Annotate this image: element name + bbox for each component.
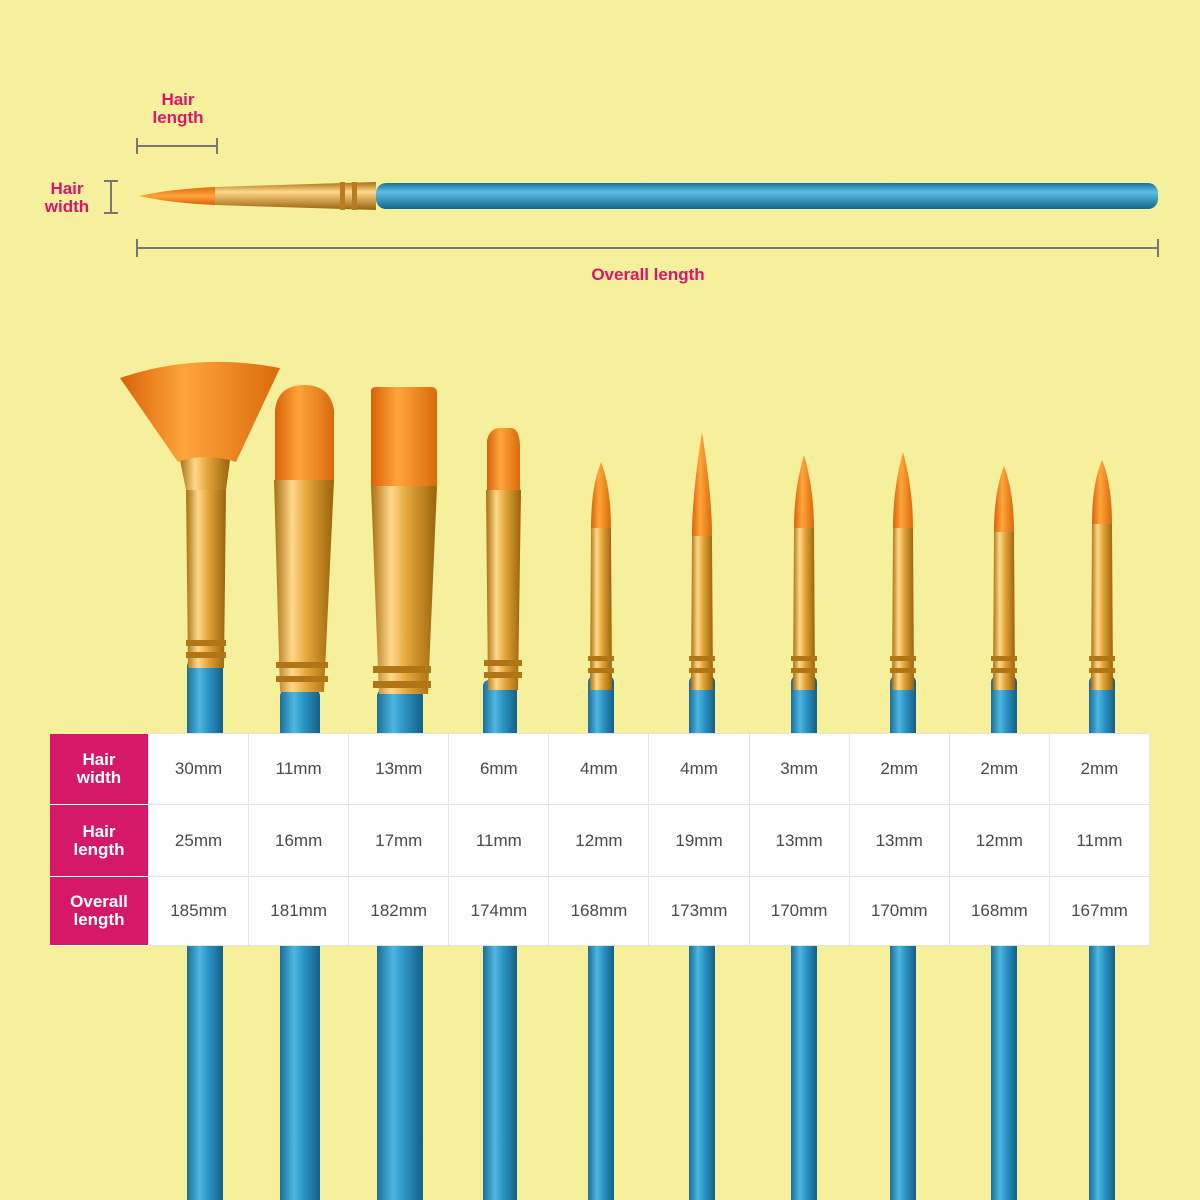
- table-cell: 12mm: [548, 804, 650, 877]
- table-cell: 2mm: [948, 733, 1050, 805]
- spec-table: Hair width 30mm 11mm 13mm 6mm 4mm 4mm 3mm 2mm 2mm…: [50, 733, 1151, 946]
- table-cell: 11mm: [248, 733, 350, 805]
- table-cell: 170mm: [848, 876, 950, 946]
- table-cell: 11mm: [1048, 804, 1151, 877]
- table-cell: 13mm: [748, 804, 850, 877]
- sample-brush-ferrule: [215, 182, 376, 210]
- hair-width-label: Hair width: [44, 179, 90, 216]
- hair-length-label: Hair length: [152, 90, 204, 127]
- table-cell: 168mm: [548, 876, 650, 946]
- table-cell: 6mm: [448, 733, 550, 805]
- table-cell: 182mm: [348, 876, 450, 946]
- overall-length-marker: [136, 239, 1159, 257]
- table-cell: 170mm: [748, 876, 850, 946]
- hair-width-marker: [104, 180, 118, 214]
- table-cell: 30mm: [147, 733, 250, 805]
- table-cell: 181mm: [248, 876, 350, 946]
- table-cell: 16mm: [248, 804, 350, 877]
- table-cell: 167mm: [1048, 876, 1151, 946]
- row-header: Hair width: [50, 733, 149, 805]
- hair-width-row: Hair width 30mm 11mm 13mm 6mm 4mm 4mm 3mm 2mm 2mm…: [50, 733, 1151, 805]
- table-cell: 3mm: [748, 733, 850, 805]
- hair-length-row: Hair length 25mm 16mm 17mm 11mm 12mm 19mm 13mm 1…: [50, 804, 1151, 877]
- table-cell: 168mm: [948, 876, 1050, 946]
- table-cell: 25mm: [147, 804, 250, 877]
- table-cell: 2mm: [1048, 733, 1151, 805]
- sample-brush: [139, 182, 1158, 210]
- table-cell: 2mm: [848, 733, 950, 805]
- table-cell: 19mm: [648, 804, 750, 877]
- sample-brush-bristles: [139, 187, 215, 205]
- table-cell: 17mm: [348, 804, 450, 877]
- hair-length-marker: [136, 138, 218, 154]
- table-cell: 11mm: [448, 804, 550, 877]
- table-cell: 185mm: [147, 876, 250, 946]
- table-cell: 4mm: [548, 733, 650, 805]
- table-cell: 174mm: [448, 876, 550, 946]
- overall-length-label: Overall length: [591, 265, 705, 284]
- overall-length-row: Overall length 185mm 181mm 182mm 174mm 168mm 1…: [50, 876, 1151, 946]
- table-cell: 4mm: [648, 733, 750, 805]
- table-cell: 12mm: [948, 804, 1050, 877]
- table-cell: 13mm: [348, 733, 450, 805]
- sample-brush-handle: [376, 183, 1158, 209]
- table-cell: 13mm: [848, 804, 950, 877]
- row-header: Hair length: [50, 804, 149, 877]
- row-header: Overall length: [50, 876, 149, 946]
- table-cell: 173mm: [648, 876, 750, 946]
